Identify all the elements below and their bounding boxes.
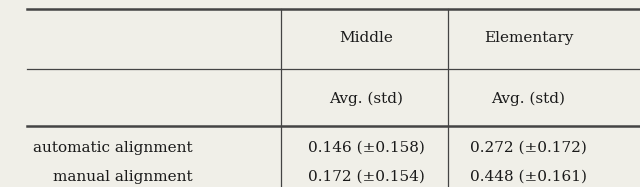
Text: 0.448 (±0.161): 0.448 (±0.161) [470, 170, 587, 184]
Text: manual alignment: manual alignment [52, 170, 192, 184]
Text: Middle: Middle [340, 31, 394, 45]
Text: 0.172 (±0.154): 0.172 (±0.154) [308, 170, 425, 184]
Text: Elementary: Elementary [484, 31, 573, 45]
Text: 0.146 (±0.158): 0.146 (±0.158) [308, 141, 425, 155]
Text: 0.272 (±0.172): 0.272 (±0.172) [470, 141, 587, 155]
Text: Avg. (std): Avg. (std) [492, 91, 566, 106]
Text: automatic alignment: automatic alignment [33, 141, 192, 155]
Text: Avg. (std): Avg. (std) [330, 91, 403, 106]
